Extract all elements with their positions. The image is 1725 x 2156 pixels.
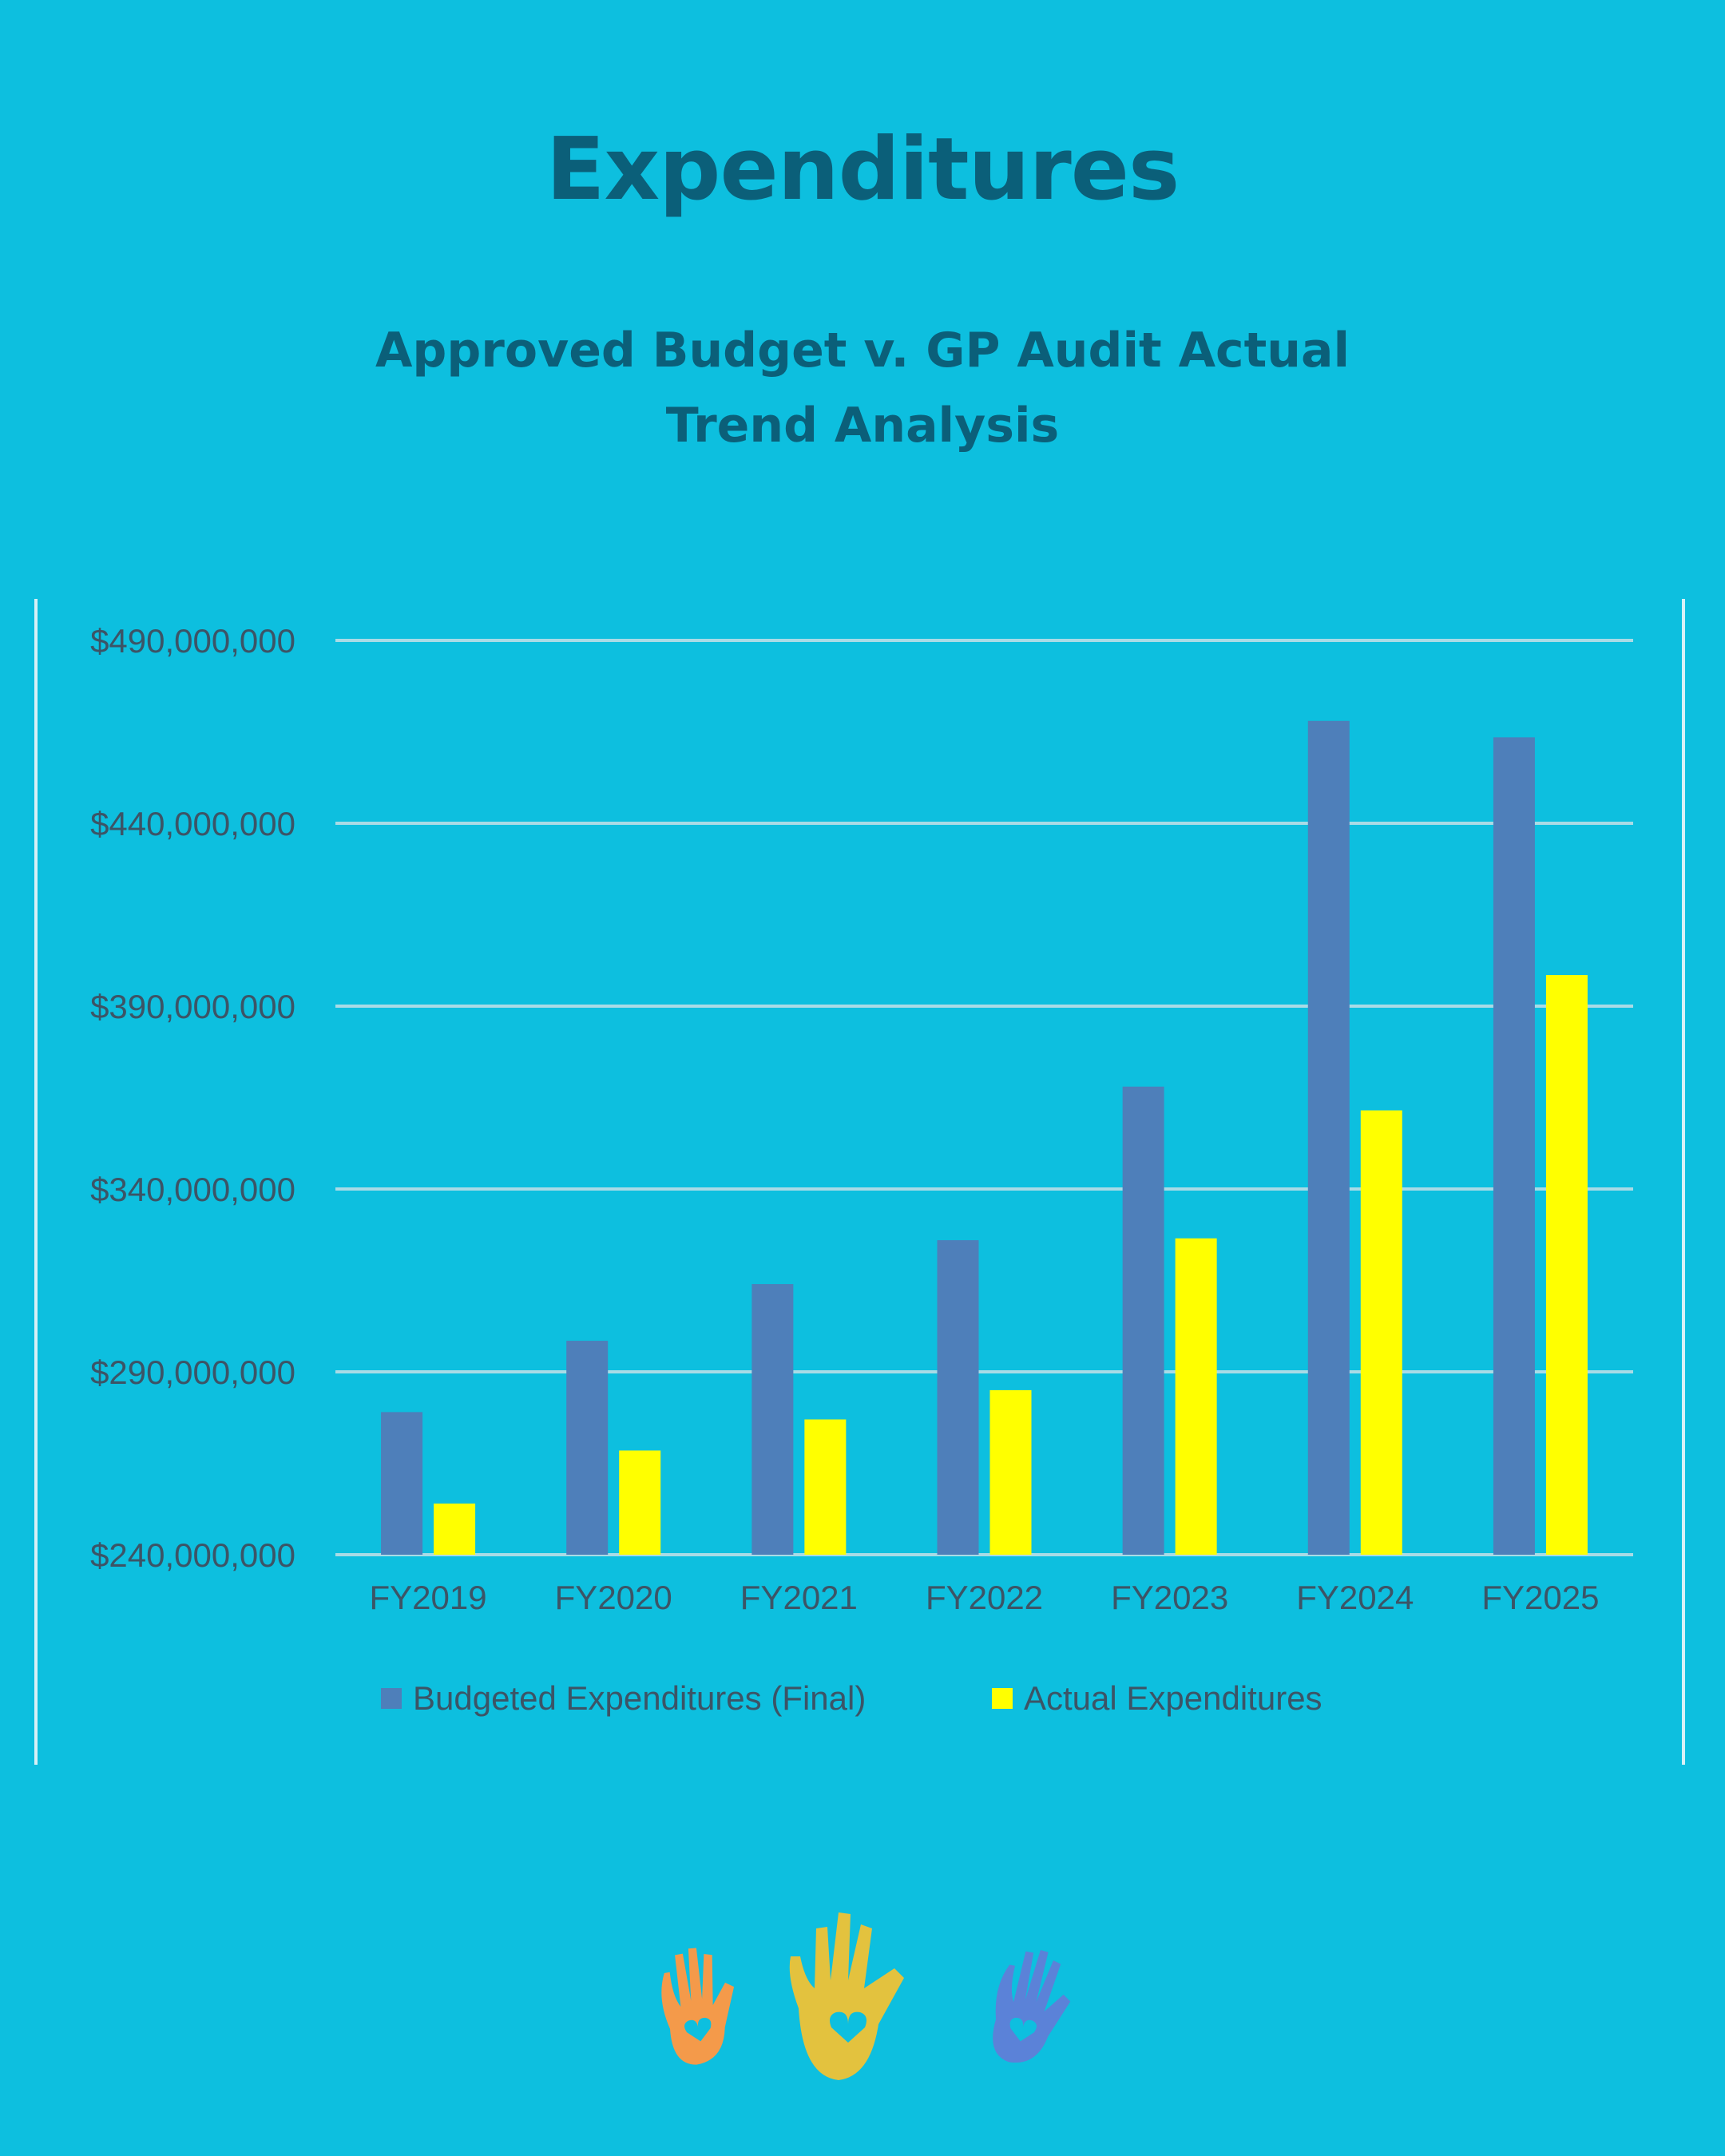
logo (661, 1912, 1071, 2080)
actual-bar-fy2019 (434, 1503, 476, 1555)
x-tick-label: FY2025 (1481, 1579, 1599, 1616)
x-tick-label: FY2021 (740, 1579, 858, 1616)
y-tick-label: $240,000,000 (90, 1536, 295, 1574)
actual-bar-fy2022 (989, 1389, 1032, 1555)
budgeted-bar-fy2019 (381, 1412, 423, 1555)
bars (381, 720, 1588, 1555)
actual-bar-fy2021 (804, 1419, 847, 1555)
y-tick-label: $390,000,000 (90, 988, 295, 1025)
actual-bar-fy2023 (1175, 1238, 1217, 1555)
page-title: Expenditures (545, 120, 1180, 220)
legend-label: Budgeted Expenditures (Final) (413, 1679, 866, 1717)
y-tick-label: $340,000,000 (90, 1171, 295, 1208)
y-tick-label: $290,000,000 (90, 1353, 295, 1391)
subtitle-line-2: Trend Analysis (665, 398, 1060, 454)
legend-swatch (992, 1688, 1013, 1709)
actual-bar-fy2020 (619, 1450, 661, 1555)
x-tick-label: FY2023 (1111, 1579, 1228, 1616)
page-subtitle: Approved Budget v. GP Audit Actual Trend… (0, 313, 1725, 463)
actual-bar-fy2024 (1360, 1110, 1402, 1555)
actual-bar-fy2025 (1545, 975, 1588, 1555)
y-tick-label: $490,000,000 (90, 622, 295, 660)
budgeted-bar-fy2024 (1307, 720, 1350, 1555)
subtitle-line-1: Approved Budget v. GP Audit Actual (375, 323, 1350, 378)
blue-hand-heart-icon (993, 1950, 1071, 2063)
y-axis-ticks: $240,000,000 $290,000,000 $340,000,000 $390… (90, 622, 295, 1574)
x-axis-ticks: FY2019 FY2020 FY2021 FY2022 FY2023 FY2024 FY20… (370, 1579, 1600, 1616)
budgeted-bar-fy2022 (937, 1240, 979, 1555)
legend-swatch (381, 1688, 402, 1709)
orange-hand-heart-icon (661, 1948, 735, 2065)
x-tick-label: FY2024 (1296, 1579, 1414, 1616)
budgeted-bar-fy2023 (1122, 1086, 1164, 1555)
legend: Budgeted Expenditures (Final) Actual Expe… (381, 1679, 1322, 1717)
bar-chart: $240,000,000 $290,000,000 $340,000,000 $390… (34, 599, 1685, 1765)
x-tick-label: FY2019 (370, 1579, 487, 1616)
budgeted-bar-fy2021 (751, 1284, 794, 1555)
y-tick-label: $440,000,000 (90, 805, 295, 842)
gridlines (335, 639, 1633, 1556)
yellow-hand-heart-icon (789, 1912, 904, 2080)
budgeted-bar-fy2025 (1493, 737, 1535, 1555)
legend-label: Actual Expenditures (1024, 1679, 1322, 1717)
x-tick-label: FY2022 (926, 1579, 1043, 1616)
x-tick-label: FY2020 (555, 1579, 672, 1616)
budgeted-bar-fy2020 (566, 1341, 609, 1555)
